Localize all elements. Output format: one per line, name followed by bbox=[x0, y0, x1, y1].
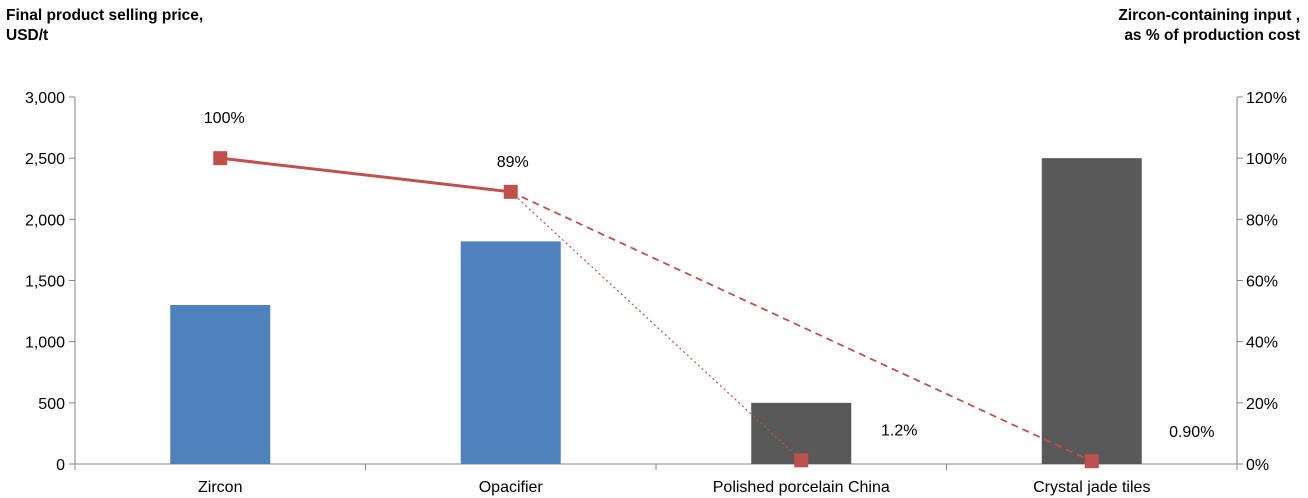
y-left-tick-label: 3,000 bbox=[25, 90, 65, 107]
x-tick-label: Crystal jade tiles bbox=[1033, 479, 1150, 496]
x-tick-label: Opacifier bbox=[479, 479, 544, 496]
line-segment-dotted bbox=[510, 191, 802, 461]
line-segment-solid bbox=[220, 156, 511, 194]
y-left-tick-label: 0 bbox=[56, 457, 65, 474]
y-left-tick-label: 2,500 bbox=[25, 151, 65, 168]
y-right-tick-label: 120% bbox=[1246, 90, 1287, 107]
data-label-2: 89% bbox=[497, 154, 529, 171]
y-right-tick-label: 60% bbox=[1246, 274, 1278, 291]
data-label-3: 1.2% bbox=[881, 422, 917, 439]
labels-group: 100% 89% 1.2% 0.90% bbox=[204, 110, 1215, 441]
y-axis-right-title: Zircon-containing input , as % of produc… bbox=[1118, 7, 1300, 44]
bars-group bbox=[170, 158, 1142, 464]
bar-1 bbox=[170, 304, 271, 464]
y-axis-left-title: Final product selling price, USD/t bbox=[6, 7, 204, 44]
lines-group bbox=[213, 151, 1099, 469]
line-marker-4 bbox=[1084, 454, 1099, 469]
line-marker-2 bbox=[503, 184, 518, 199]
line-marker-1 bbox=[213, 151, 228, 166]
line-segment-dashed bbox=[510, 190, 1093, 463]
data-label-1: 100% bbox=[204, 110, 245, 127]
x-tick-label: Zircon bbox=[198, 479, 242, 496]
y-left-tick-label: 1,000 bbox=[25, 335, 65, 352]
bar-4 bbox=[1041, 158, 1142, 464]
y-right-tick-label: 100% bbox=[1246, 151, 1287, 168]
y-left-tick-label: 1,500 bbox=[25, 274, 65, 291]
x-tick-label: Polished porcelain China bbox=[713, 479, 890, 496]
y-left-tick-label: 2,000 bbox=[25, 212, 65, 229]
y-left-tick-label: 500 bbox=[38, 396, 65, 413]
y-right-tick-label: 20% bbox=[1246, 396, 1278, 413]
y-right-tick-label: 0% bbox=[1246, 457, 1269, 474]
axes-group: 0 500 1,000 1,500 2,000 2,500 3,000 0% 20% 40% 60%… bbox=[25, 90, 1287, 496]
data-label-4: 0.90% bbox=[1169, 424, 1214, 441]
y-right-tick-label: 40% bbox=[1246, 335, 1278, 352]
y-right-tick-label: 80% bbox=[1246, 212, 1278, 229]
bar-2 bbox=[460, 241, 561, 464]
line-marker-3 bbox=[794, 453, 809, 468]
